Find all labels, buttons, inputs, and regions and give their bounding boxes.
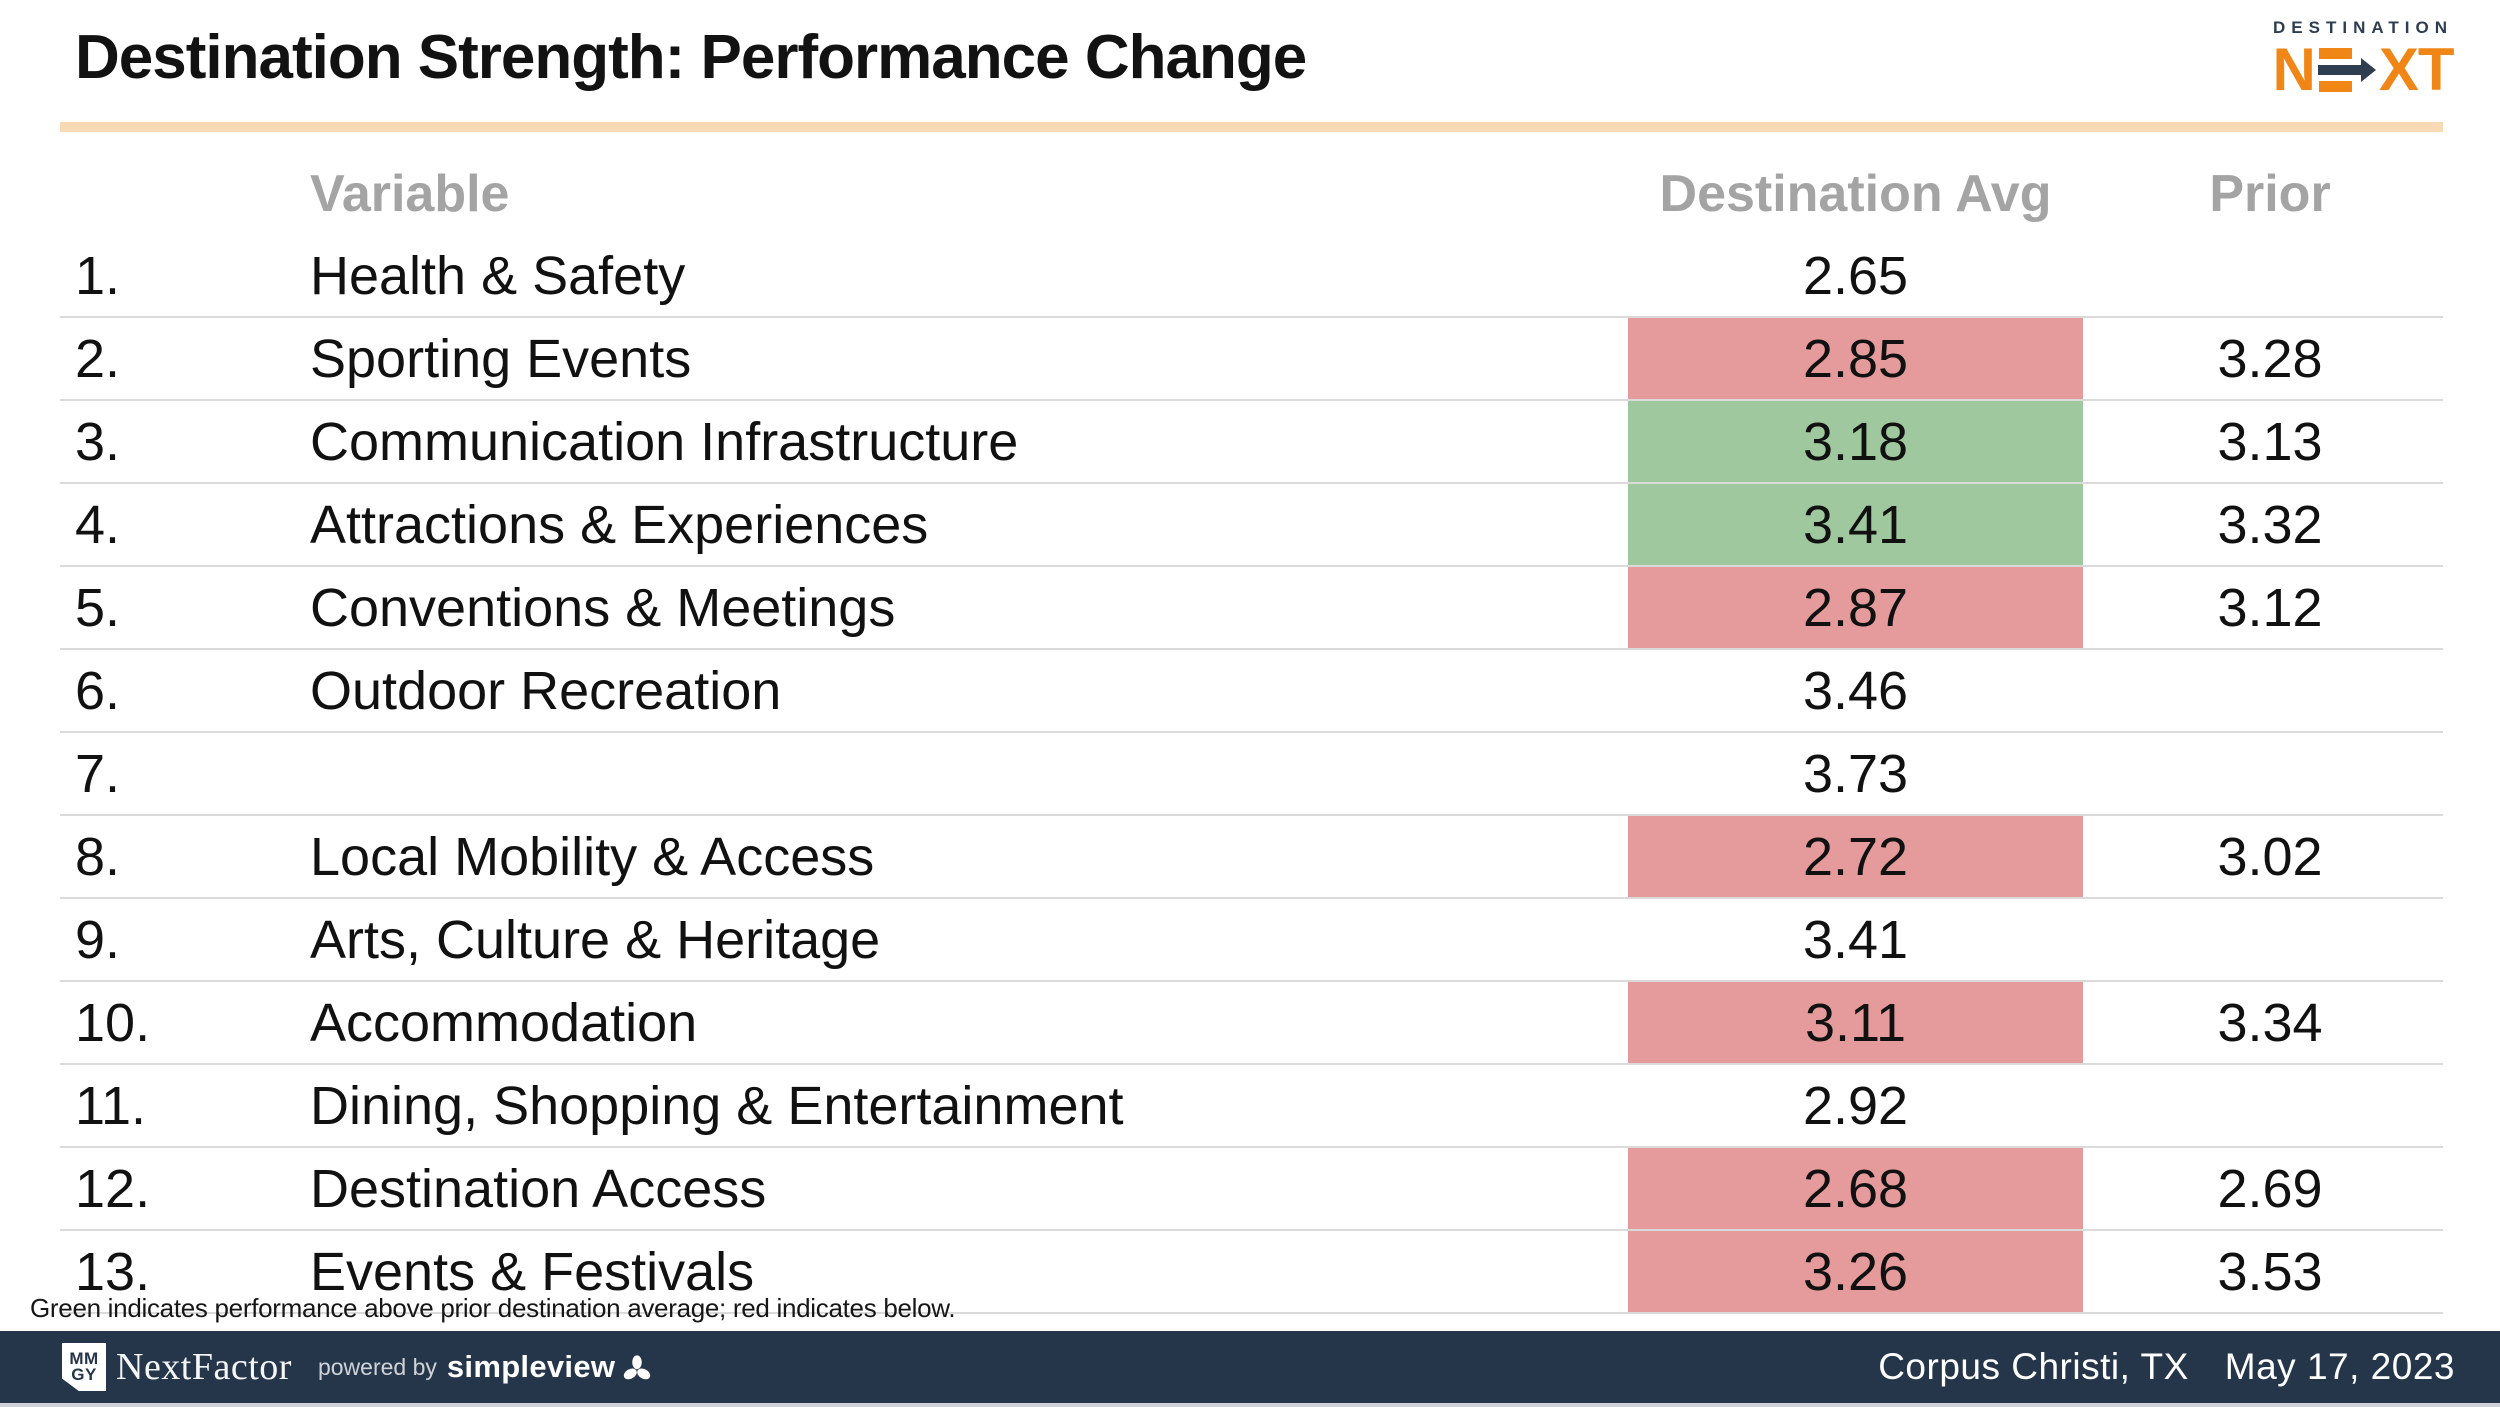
right-arrow-icon: [2317, 58, 2376, 82]
mmgy-logo: MM GY: [62, 1343, 106, 1391]
row-rank: 3.: [75, 411, 121, 472]
row-prior: 3.02: [2217, 826, 2323, 887]
row-variable: Accommodation: [310, 992, 698, 1053]
row-destination-avg: 2.92: [1802, 1075, 1909, 1136]
table-row: 5. Conventions & Meetings 2.87 3.12: [60, 567, 2443, 650]
row-destination-avg: 2.85: [1628, 318, 2083, 399]
column-header-prior: Prior: [2209, 164, 2331, 223]
table-row: 10. Accommodation 3.11 3.34: [60, 982, 2443, 1065]
row-rank: 11.: [75, 1075, 147, 1136]
row-prior: [2083, 733, 2457, 814]
column-header-variable: Variable: [310, 164, 510, 223]
table-row: 13. Events & Festivals 3.26 3.53: [60, 1231, 2443, 1314]
page-title: Destination Strength: Performance Change: [75, 23, 1307, 92]
footer-location: Corpus Christi, TX: [1878, 1346, 2189, 1387]
row-destination-avg: 2.68: [1628, 1148, 2083, 1229]
table-row: 8. Local Mobility & Access 2.72 3.02: [60, 816, 2443, 899]
row-rank: 12.: [75, 1158, 151, 1219]
logo-letter-e: [2317, 47, 2376, 93]
table-row: 1. Health & Safety 2.65: [60, 235, 2443, 318]
simpleview-trefoil-icon: [624, 1355, 651, 1380]
table-row: 12. Destination Access 2.68 2.69: [60, 1148, 2443, 1231]
row-prior: 2.69: [2217, 1158, 2323, 1219]
row-variable: Health & Safety: [310, 245, 686, 306]
row-prior: [2083, 899, 2457, 980]
logo-letter-n: N: [2272, 36, 2315, 103]
destination-next-logo: DESTINATION N XT: [2268, 18, 2458, 100]
row-destination-avg: 2.65: [1802, 245, 1909, 306]
row-destination-avg: 2.87: [1628, 567, 2083, 648]
table-body: 1. Health & Safety 2.65 2. Sporting Even…: [60, 235, 2443, 1314]
row-prior: 3.12: [2217, 577, 2323, 638]
table-row: 11. Dining, Shopping & Entertainment 2.9…: [60, 1065, 2443, 1148]
row-destination-avg: 3.41: [1628, 484, 2083, 565]
row-destination-avg: 3.26: [1628, 1231, 2083, 1312]
row-prior: 3.53: [2217, 1241, 2323, 1302]
legend-footnote: Green indicates performance above prior …: [30, 1293, 956, 1323]
footer-meta: Corpus Christi, TX May 17, 2023: [1878, 1346, 2455, 1388]
row-rank: 13.: [75, 1241, 151, 1302]
performance-table: Variable Destination Avg Prior 1. Health…: [60, 152, 2443, 1314]
logo-next-text: N XT: [2268, 40, 2458, 100]
row-variable: Sporting Events: [310, 328, 692, 389]
row-prior: 3.13: [2217, 411, 2323, 472]
row-prior: 3.34: [2217, 992, 2323, 1053]
table-row: 9. Arts, Culture & Heritage 3.41: [60, 899, 2443, 982]
row-rank: 5.: [75, 577, 121, 638]
row-destination-avg: 3.73: [1802, 743, 1909, 804]
row-variable: Outdoor Recreation: [310, 660, 782, 721]
row-rank: 10.: [75, 992, 151, 1053]
footer-branding: MM GY NextFactor powered by simpleview: [62, 1343, 653, 1391]
row-prior: [2083, 235, 2457, 316]
logo-destination-text: DESTINATION: [2273, 18, 2453, 37]
row-destination-avg: 3.41: [1802, 909, 1909, 970]
row-rank: 9.: [75, 909, 121, 970]
row-rank: 1.: [75, 245, 121, 306]
table-row: 7. 3.73: [60, 733, 2443, 816]
footer-date: May 17, 2023: [2224, 1346, 2455, 1387]
powered-by-label: powered by: [317, 1353, 437, 1380]
row-variable: Conventions & Meetings: [310, 577, 896, 638]
row-destination-avg: 3.11: [1628, 982, 2083, 1063]
row-rank: 2.: [75, 328, 121, 389]
row-variable: Attractions & Experiences: [310, 494, 929, 555]
row-destination-avg: 2.72: [1628, 816, 2083, 897]
simpleview-wordmark: simpleview: [446, 1349, 616, 1384]
row-variable: Destination Access: [310, 1158, 767, 1219]
row-prior: 3.28: [2217, 328, 2323, 389]
footer-bottom-edge: [0, 1403, 2500, 1407]
row-variable: Arts, Culture & Heritage: [310, 909, 881, 970]
footer-bar: MM GY NextFactor powered by simpleview C…: [0, 1331, 2500, 1403]
table-row: 4. Attractions & Experiences 3.41 3.32: [60, 484, 2443, 567]
row-rank: 4.: [75, 494, 121, 555]
row-prior: [2083, 650, 2457, 731]
row-rank: 7.: [75, 743, 121, 804]
row-variable: [310, 733, 1610, 814]
row-variable: Dining, Shopping & Entertainment: [310, 1075, 1124, 1136]
row-variable: Communication Infrastructure: [310, 411, 1019, 472]
row-destination-avg: 3.46: [1802, 660, 1909, 721]
table-row: 3. Communication Infrastructure 3.18 3.1…: [60, 401, 2443, 484]
row-variable: Local Mobility & Access: [310, 826, 875, 887]
nextfactor-wordmark: NextFactor: [116, 1346, 292, 1388]
column-header-destination-avg: Destination Avg: [1659, 164, 2052, 223]
row-rank: 6.: [75, 660, 121, 721]
title-underline-bar: [60, 122, 2443, 132]
row-variable: Events & Festivals: [310, 1241, 755, 1302]
row-prior: [2083, 1065, 2457, 1146]
row-rank: 8.: [75, 826, 121, 887]
row-prior: 3.32: [2217, 494, 2323, 555]
logo-e-bottom-bar: [2318, 81, 2352, 92]
row-destination-avg: 3.18: [1628, 401, 2083, 482]
table-header-row: Variable Destination Avg Prior: [60, 152, 2443, 235]
table-row: 2. Sporting Events 2.85 3.28: [60, 318, 2443, 401]
logo-e-top-bar: [2318, 48, 2352, 59]
table-row: 6. Outdoor Recreation 3.46: [60, 650, 2443, 733]
logo-letters-xt: XT: [2378, 36, 2455, 103]
